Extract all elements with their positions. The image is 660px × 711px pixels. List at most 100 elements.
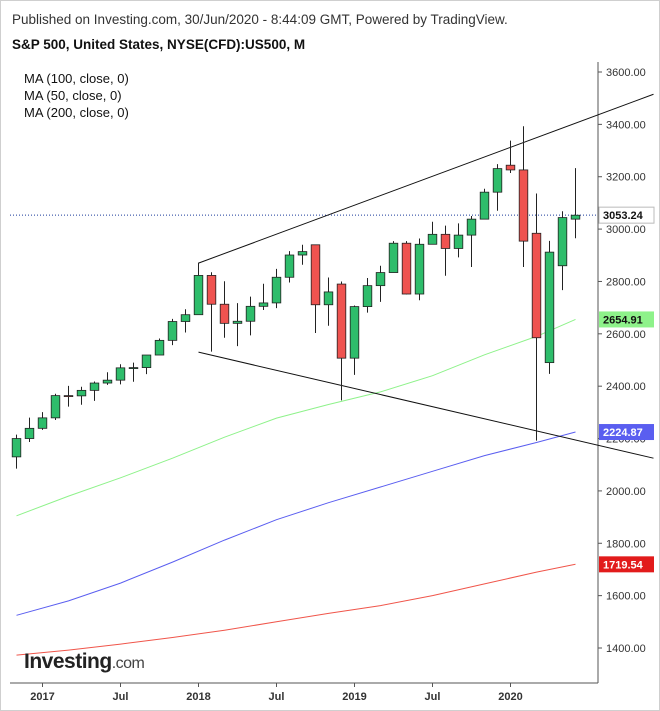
candle-body bbox=[544, 251, 555, 364]
candle[interactable] bbox=[336, 281, 347, 401]
candle[interactable] bbox=[245, 296, 256, 336]
y-tick-label: 3000.00 bbox=[606, 224, 646, 236]
candle-body bbox=[167, 321, 178, 341]
chart-title: S&P 500, United States, NYSE(CFD):US500,… bbox=[12, 37, 306, 52]
candle-body bbox=[115, 367, 126, 381]
legend-ma50[interactable]: MA (50, close, 0) bbox=[24, 88, 122, 103]
y-tick-label: 3400.00 bbox=[606, 119, 646, 131]
candle[interactable] bbox=[37, 412, 48, 430]
candle[interactable] bbox=[323, 277, 334, 326]
candle[interactable] bbox=[76, 386, 87, 405]
candle[interactable] bbox=[375, 265, 386, 302]
candle-body bbox=[232, 320, 243, 324]
candle-body bbox=[427, 233, 438, 245]
candle[interactable] bbox=[24, 417, 35, 442]
candle[interactable] bbox=[219, 281, 230, 338]
candle[interactable] bbox=[427, 221, 438, 245]
candle[interactable] bbox=[414, 238, 425, 301]
candle-body bbox=[570, 214, 581, 220]
candle-body bbox=[141, 354, 152, 368]
legend-ma200[interactable]: MA (200, close, 0) bbox=[24, 105, 129, 120]
investing-logo: Investing.com bbox=[24, 650, 145, 674]
y-tick-label: 2400.00 bbox=[606, 381, 646, 393]
candle-body bbox=[466, 218, 477, 236]
candle[interactable] bbox=[349, 305, 360, 375]
x-tick-label: Jul bbox=[113, 691, 129, 703]
candle[interactable] bbox=[115, 364, 126, 385]
candle-body bbox=[89, 382, 100, 391]
candle[interactable] bbox=[89, 381, 100, 401]
candle-body bbox=[11, 438, 22, 458]
y-tick-label: 1600.00 bbox=[606, 591, 646, 603]
candle[interactable] bbox=[505, 140, 516, 174]
candle[interactable] bbox=[154, 338, 165, 356]
y-tick-label: 1800.00 bbox=[606, 538, 646, 550]
candle-body bbox=[414, 243, 425, 295]
candle[interactable] bbox=[258, 283, 269, 310]
candle-body bbox=[323, 291, 334, 306]
candle[interactable] bbox=[492, 164, 503, 211]
candle[interactable] bbox=[180, 309, 191, 333]
candle-body bbox=[258, 302, 269, 307]
candle-body bbox=[375, 272, 386, 287]
candle-body bbox=[388, 242, 399, 273]
candle[interactable] bbox=[102, 372, 113, 385]
candle[interactable] bbox=[388, 241, 399, 273]
candle-body bbox=[284, 254, 295, 278]
candle[interactable] bbox=[310, 244, 321, 334]
upper-trendline bbox=[198, 93, 654, 264]
candle[interactable] bbox=[297, 244, 308, 265]
legend-ma100[interactable]: MA (100, close, 0) bbox=[24, 71, 129, 86]
candle[interactable] bbox=[557, 211, 568, 291]
candle[interactable] bbox=[206, 272, 217, 352]
y-tick-label: 1400.00 bbox=[606, 643, 646, 655]
value-label-ma100: 2224.87 bbox=[603, 427, 643, 439]
x-tick-label: 2019 bbox=[342, 691, 366, 703]
candle[interactable] bbox=[167, 318, 178, 346]
candle-body bbox=[453, 234, 464, 249]
candle[interactable] bbox=[440, 225, 451, 276]
candle[interactable] bbox=[401, 241, 412, 295]
x-tick-label: Jul bbox=[425, 691, 441, 703]
value-label-ma50-bg bbox=[599, 311, 654, 328]
logo-text: Investing bbox=[24, 650, 112, 673]
candle-body bbox=[24, 427, 35, 439]
candle[interactable] bbox=[570, 168, 581, 239]
candle[interactable] bbox=[362, 278, 373, 313]
candle[interactable] bbox=[193, 262, 204, 316]
candle[interactable] bbox=[466, 216, 477, 268]
candle[interactable] bbox=[453, 223, 464, 258]
candle-body bbox=[50, 395, 61, 419]
ma50-line bbox=[16, 318, 576, 517]
candle-body bbox=[440, 233, 451, 249]
logo-suffix: .com bbox=[111, 655, 145, 672]
published-caption: Published on Investing.com, 30/Jun/2020 … bbox=[12, 12, 508, 27]
candle-body bbox=[518, 169, 529, 242]
lower-trendline bbox=[198, 351, 654, 459]
candle[interactable] bbox=[141, 354, 152, 375]
candle[interactable] bbox=[63, 385, 74, 407]
candle-body bbox=[154, 339, 165, 356]
candle[interactable] bbox=[518, 126, 529, 268]
candle[interactable] bbox=[271, 268, 282, 309]
candle[interactable] bbox=[284, 251, 295, 283]
x-tick-label: Jul bbox=[269, 691, 285, 703]
candle-body bbox=[336, 283, 347, 359]
candle-body bbox=[271, 276, 282, 304]
candle[interactable] bbox=[11, 434, 22, 469]
candle[interactable] bbox=[50, 393, 61, 420]
candle[interactable] bbox=[128, 362, 139, 382]
y-tick-label: 2600.00 bbox=[606, 329, 646, 341]
candle-body bbox=[492, 168, 503, 193]
candle[interactable] bbox=[544, 240, 555, 374]
y-tick-label: 2000.00 bbox=[606, 486, 646, 498]
candle[interactable] bbox=[479, 188, 490, 220]
candle-body bbox=[219, 303, 230, 324]
x-tick-label: 2017 bbox=[30, 691, 54, 703]
candle[interactable] bbox=[531, 193, 542, 441]
candle[interactable] bbox=[232, 303, 243, 347]
value-label-ma100-bg bbox=[599, 424, 654, 441]
candle-body bbox=[180, 314, 191, 322]
value-label-price-bg bbox=[598, 206, 655, 224]
